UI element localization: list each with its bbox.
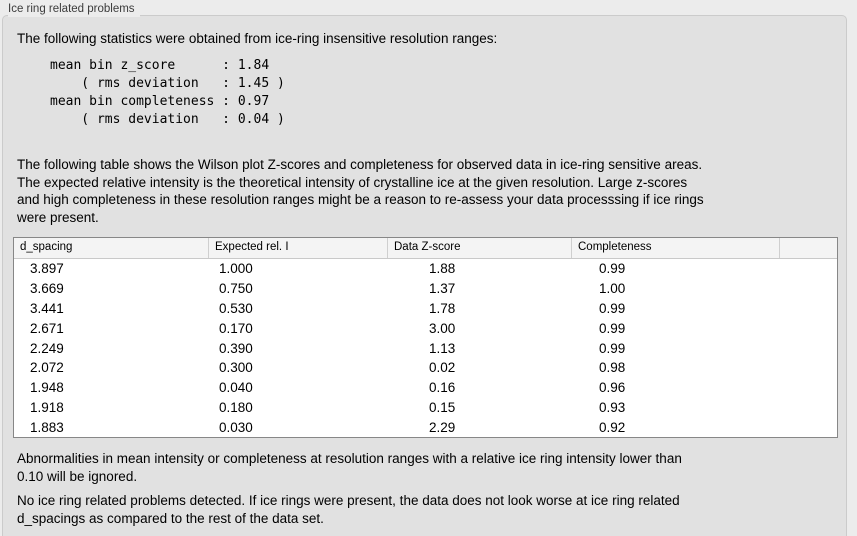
cell-completeness: 0.96 (599, 380, 626, 396)
cell-completeness: 0.99 (599, 300, 626, 316)
description-line: were present. (17, 209, 99, 225)
cell-d-spacing: 2.671 (30, 320, 64, 336)
ignore-threshold-note: Abnormalities in mean intensity or compl… (17, 450, 682, 485)
conclusion-line: No ice ring related problems detected. I… (17, 493, 680, 508)
cell-expected-rel-i: 0.040 (219, 380, 253, 396)
table-row[interactable]: 1.883 0.030 2.29 0.92 (14, 418, 837, 438)
note-line: 0.10 will be ignored. (17, 468, 138, 484)
table-row[interactable]: 2.249 0.390 1.13 0.99 (14, 339, 837, 359)
description-line: The following table shows the Wilson plo… (17, 157, 703, 172)
table-description: The following table shows the Wilson plo… (17, 156, 704, 226)
table-row[interactable]: 2.072 0.300 0.02 0.98 (14, 358, 837, 378)
cell-completeness: 0.92 (599, 420, 626, 436)
table-row[interactable]: 2.671 0.170 3.00 0.99 (14, 319, 837, 339)
column-header-completeness[interactable]: Completeness (572, 238, 780, 258)
cell-data-z-score: 3.00 (429, 320, 456, 336)
description-line: and high completeness in these resolutio… (17, 192, 704, 207)
cell-d-spacing: 1.918 (30, 400, 64, 416)
cell-empty (780, 339, 837, 359)
cell-data-z-score: 2.29 (429, 420, 456, 436)
column-header-empty (780, 238, 837, 258)
table-row[interactable]: 1.948 0.040 0.16 0.96 (14, 378, 837, 398)
cell-expected-rel-i: 0.180 (219, 400, 253, 416)
groupbox-ice-ring: The following statistics were obtained f… (2, 15, 847, 536)
cell-data-z-score: 0.15 (429, 400, 456, 416)
cell-empty (780, 259, 837, 279)
cell-data-z-score: 1.88 (429, 261, 456, 276)
cell-data-z-score: 0.16 (429, 380, 456, 396)
cell-data-z-score: 1.13 (429, 340, 456, 356)
cell-d-spacing: 3.441 (30, 300, 64, 316)
cell-empty (780, 398, 837, 418)
cell-expected-rel-i: 0.750 (219, 280, 253, 296)
cell-expected-rel-i: 0.390 (219, 340, 253, 356)
cell-expected-rel-i: 0.530 (219, 300, 253, 316)
cell-completeness: 0.98 (599, 360, 626, 376)
stat-rms-deviation-z: ( rms deviation : 1.45 ) (50, 76, 285, 91)
cell-empty (780, 358, 837, 378)
stats-block: mean bin z_score : 1.84 ( rms deviation … (50, 57, 285, 129)
cell-d-spacing: 3.669 (30, 280, 64, 296)
cell-data-z-score: 0.02 (429, 360, 456, 376)
column-header-data-z-score[interactable]: Data Z-score (388, 238, 572, 258)
cell-data-z-score: 1.37 (429, 280, 456, 296)
stat-rms-deviation-completeness: ( rms deviation : 0.04 ) (50, 112, 285, 127)
note-line: Abnormalities in mean intensity or compl… (17, 451, 682, 466)
conclusion-text: No ice ring related problems detected. I… (17, 492, 680, 527)
cell-d-spacing: 3.897 (30, 261, 64, 276)
table-header-row: d_spacing Expected rel. I Data Z-score C… (14, 238, 837, 259)
cell-empty (780, 319, 837, 339)
groupbox-title: Ice ring related problems (8, 2, 140, 17)
cell-empty (780, 418, 837, 438)
cell-data-z-score: 1.78 (429, 300, 456, 316)
table-row[interactable]: 3.897 1.000 1.88 0.99 (14, 259, 837, 279)
intro-text: The following statistics were obtained f… (17, 31, 498, 46)
cell-completeness: 0.99 (599, 261, 626, 276)
column-header-d-spacing[interactable]: d_spacing (14, 238, 209, 258)
stat-mean-bin-z-score: mean bin z_score : 1.84 (50, 58, 270, 73)
cell-completeness: 1.00 (599, 280, 626, 296)
cell-empty (780, 378, 837, 398)
cell-completeness: 0.99 (599, 340, 626, 356)
conclusion-line: d_spacings as compared to the rest of th… (17, 510, 324, 526)
cell-completeness: 0.99 (599, 320, 626, 336)
column-header-expected-rel-i[interactable]: Expected rel. I (209, 238, 388, 258)
cell-d-spacing: 1.948 (30, 380, 64, 396)
cell-expected-rel-i: 0.030 (219, 420, 253, 436)
cell-d-spacing: 2.249 (30, 340, 64, 356)
table-row[interactable]: 3.669 0.750 1.37 1.00 (14, 279, 837, 299)
table-row[interactable]: 1.918 0.180 0.15 0.93 (14, 398, 837, 418)
description-line: The expected relative intensity is the t… (17, 174, 688, 190)
cell-expected-rel-i: 0.300 (219, 360, 253, 376)
cell-expected-rel-i: 1.000 (219, 261, 253, 276)
stat-mean-bin-completeness: mean bin completeness : 0.97 (50, 94, 270, 109)
cell-empty (780, 299, 837, 319)
cell-completeness: 0.93 (599, 400, 626, 416)
cell-d-spacing: 2.072 (30, 360, 64, 376)
cell-empty (780, 279, 837, 299)
cell-d-spacing: 1.883 (30, 420, 64, 436)
cell-expected-rel-i: 0.170 (219, 320, 253, 336)
ice-ring-table: d_spacing Expected rel. I Data Z-score C… (13, 237, 838, 438)
table-row[interactable]: 3.441 0.530 1.78 0.99 (14, 299, 837, 319)
